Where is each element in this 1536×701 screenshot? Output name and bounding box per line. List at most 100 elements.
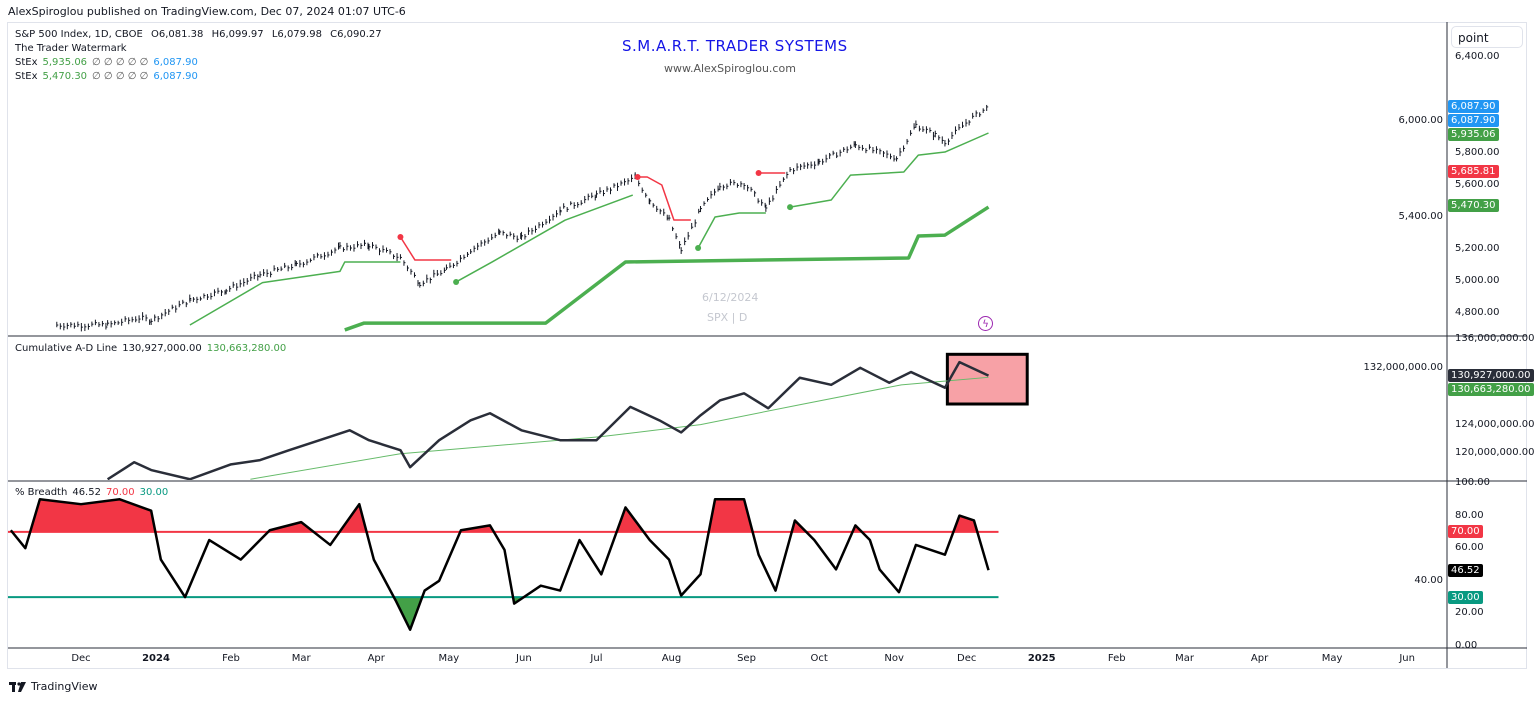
time-axis-label: Jun bbox=[1399, 653, 1415, 664]
breadth-axis-tick: 20.00 bbox=[1455, 607, 1484, 619]
time-axis-label: May bbox=[438, 653, 460, 664]
indicator-stex-1[interactable]: StEx 5,935.06 ∅ ∅ ∅ ∅ ∅ 6,087.90 bbox=[15, 57, 203, 68]
time-axis-label: Jun bbox=[516, 653, 532, 664]
breadth-axis-tick: 60.00 bbox=[1455, 542, 1484, 554]
breadth-upper: 70.00 bbox=[105, 487, 135, 498]
green-stop-line bbox=[344, 205, 990, 332]
price-axis-tick: 5,200.00 bbox=[1455, 243, 1500, 254]
green-stop-dot bbox=[695, 245, 702, 252]
breadth-level-tag: 30.00 bbox=[1448, 590, 1483, 604]
breadth-line bbox=[9, 498, 990, 631]
breadth-value: 46.52 bbox=[72, 487, 101, 498]
time-axis-label: Apr bbox=[1250, 653, 1269, 664]
red-stop-dot bbox=[397, 234, 404, 240]
green-stop-line bbox=[789, 132, 989, 208]
tradingview-logo bbox=[9, 681, 26, 692]
ad-axis-tick: 120,000,000.00 bbox=[1455, 447, 1535, 458]
price-axis-tick: 5,000.00 bbox=[1455, 275, 1500, 286]
ad-value: 130,927,000.00 bbox=[122, 343, 202, 354]
published-note: AlexSpiroglou published on TradingView.c… bbox=[8, 5, 406, 18]
green-stop-line bbox=[455, 194, 634, 283]
time-axis-label: Sep bbox=[737, 653, 756, 664]
stex-value: 5,935.06 bbox=[42, 57, 88, 68]
overbought-fill bbox=[10, 499, 978, 532]
green-stop-dot bbox=[787, 204, 794, 211]
price-axis-tick: 6,000.00 bbox=[1398, 115, 1443, 126]
ad-ma-line bbox=[250, 376, 989, 480]
ad-line bbox=[106, 360, 990, 480]
lightning-icon[interactable]: ϟ bbox=[978, 316, 993, 331]
tradingview-brand: TradingView bbox=[31, 680, 98, 693]
breadth-lower: 30.00 bbox=[139, 487, 169, 498]
time-axis-label: Mar bbox=[1175, 653, 1194, 664]
time-axis-label: Dec bbox=[71, 653, 91, 664]
price-tag: 6,087.90 bbox=[1448, 100, 1499, 114]
ohlc-open: O6,081.38 bbox=[150, 29, 204, 40]
ad-line-legend[interactable]: Cumulative A-D Line 130,927,000.00 130,663… bbox=[15, 343, 291, 354]
stex-value-2: 6,087.90 bbox=[153, 71, 198, 82]
price-axis-tick: 5,600.00 bbox=[1455, 179, 1500, 190]
symbol-legend[interactable]: S&P 500 Index, 1D, CBOE O6,081.38 H6,099… bbox=[15, 29, 387, 40]
time-axis-label: 2025 bbox=[1027, 653, 1056, 664]
breadth-current-tag: 46.52 bbox=[1448, 563, 1483, 577]
green-stop-line bbox=[697, 212, 766, 249]
breadth-label: % Breadth bbox=[15, 487, 68, 498]
price-tag: 6,087.90 bbox=[1448, 114, 1499, 128]
price-tag: 5,935.06 bbox=[1448, 128, 1499, 142]
price-axis-tick: 5,400.00 bbox=[1398, 211, 1443, 222]
breadth-legend[interactable]: % Breadth 46.52 70.00 30.00 bbox=[15, 487, 173, 498]
stex-empty-values: ∅ ∅ ∅ ∅ ∅ bbox=[92, 57, 149, 68]
ohlc-low: L6,079.98 bbox=[271, 29, 322, 40]
time-axis-label: Mar bbox=[291, 653, 311, 664]
price-tag: 5,470.30 bbox=[1448, 199, 1499, 213]
breadth-level-tag: 70.00 bbox=[1448, 525, 1483, 539]
breadth-axis-tick: 40.00 bbox=[1414, 574, 1443, 586]
time-axis-label: May bbox=[1321, 653, 1343, 664]
green-stop-dot bbox=[453, 278, 460, 285]
time-axis-label: Aug bbox=[661, 653, 682, 664]
time-axis-label: Oct bbox=[810, 653, 828, 664]
indicator-stex-2[interactable]: StEx 5,470.30 ∅ ∅ ∅ ∅ ∅ 6,087.90 bbox=[15, 71, 203, 82]
ad-ma-value: 130,663,280.00 bbox=[206, 343, 287, 354]
stex-label: StEx bbox=[15, 57, 38, 68]
time-axis-label: Apr bbox=[367, 653, 385, 664]
watermark-date: 6/12/2024 bbox=[702, 291, 759, 304]
stex-empty-values: ∅ ∅ ∅ ∅ ∅ bbox=[92, 71, 149, 82]
time-axis-label: 2024 bbox=[142, 653, 170, 664]
ad-tag: 130,663,280.00 bbox=[1448, 382, 1534, 396]
time-axis-label: Jul bbox=[590, 653, 603, 664]
breadth-axis-tick: 0.00 bbox=[1455, 640, 1478, 651]
ohlc-high: H6,099.97 bbox=[211, 29, 264, 40]
stex-value: 5,470.30 bbox=[42, 71, 88, 82]
indicator-watermark[interactable]: The Trader Watermark bbox=[15, 43, 127, 54]
breadth-axis-tick: 100.00 bbox=[1455, 477, 1490, 488]
scale-mode-button[interactable]: point bbox=[1451, 26, 1523, 48]
watermark-symbol: SPX | D bbox=[707, 311, 748, 324]
price-tag: 5,685.81 bbox=[1448, 164, 1499, 178]
red-stop-dot bbox=[634, 174, 641, 180]
ad-axis-tick: 132,000,000.00 bbox=[1363, 361, 1443, 373]
red-stop-line bbox=[637, 176, 691, 221]
green-stop-line bbox=[189, 261, 401, 326]
red-stop-dot bbox=[755, 170, 762, 176]
red-stop-line bbox=[399, 236, 452, 261]
tradingview-footer[interactable]: TradingView bbox=[9, 680, 97, 693]
breadth-axis-tick: 80.00 bbox=[1455, 509, 1484, 521]
ohlc-close: C6,090.27 bbox=[330, 29, 382, 40]
time-axis-label: Nov bbox=[884, 653, 904, 664]
symbol-name: S&P 500 Index, 1D, CBOE bbox=[15, 29, 143, 40]
stex-value-2: 6,087.90 bbox=[153, 57, 198, 68]
watermark-url: www.AlexSpiroglou.com bbox=[664, 62, 796, 75]
ad-tag: 130,927,000.00 bbox=[1448, 368, 1534, 382]
time-axis-label: Feb bbox=[1107, 653, 1126, 664]
chart-frame bbox=[7, 22, 1527, 669]
price-axis-tick: 4,800.00 bbox=[1455, 307, 1500, 318]
ad-label: Cumulative A-D Line bbox=[15, 343, 118, 354]
ad-axis-tick: 124,000,000.00 bbox=[1455, 418, 1535, 430]
watermark-title: S.M.A.R.T. TRADER SYSTEMS bbox=[622, 37, 848, 55]
time-axis-label: Feb bbox=[222, 653, 240, 664]
price-axis-tick: 5,800.00 bbox=[1455, 147, 1500, 158]
ad-axis-tick: 136,000,000.00 bbox=[1455, 333, 1535, 345]
time-axis-label: Dec bbox=[957, 653, 977, 664]
